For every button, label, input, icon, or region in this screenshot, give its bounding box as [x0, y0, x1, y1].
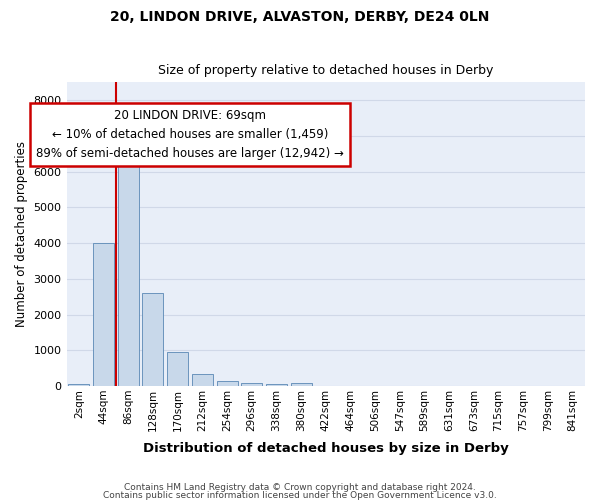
Bar: [93, 243, 114, 386]
X-axis label: Distribution of detached houses by size in Derby: Distribution of detached houses by size …: [143, 442, 509, 455]
Bar: [167, 352, 188, 386]
Text: Contains public sector information licensed under the Open Government Licence v3: Contains public sector information licen…: [103, 491, 497, 500]
Bar: [241, 383, 262, 386]
Text: 20, LINDON DRIVE, ALVASTON, DERBY, DE24 0LN: 20, LINDON DRIVE, ALVASTON, DERBY, DE24 …: [110, 10, 490, 24]
Bar: [217, 380, 238, 386]
Bar: [290, 383, 311, 386]
Bar: [142, 293, 163, 386]
Text: 20 LINDON DRIVE: 69sqm
← 10% of detached houses are smaller (1,459)
89% of semi-: 20 LINDON DRIVE: 69sqm ← 10% of detached…: [36, 109, 344, 160]
Title: Size of property relative to detached houses in Derby: Size of property relative to detached ho…: [158, 64, 493, 77]
Bar: [118, 152, 139, 386]
Bar: [266, 384, 287, 386]
Bar: [192, 374, 213, 386]
Bar: [68, 384, 89, 386]
Text: Contains HM Land Registry data © Crown copyright and database right 2024.: Contains HM Land Registry data © Crown c…: [124, 484, 476, 492]
Y-axis label: Number of detached properties: Number of detached properties: [15, 141, 28, 327]
